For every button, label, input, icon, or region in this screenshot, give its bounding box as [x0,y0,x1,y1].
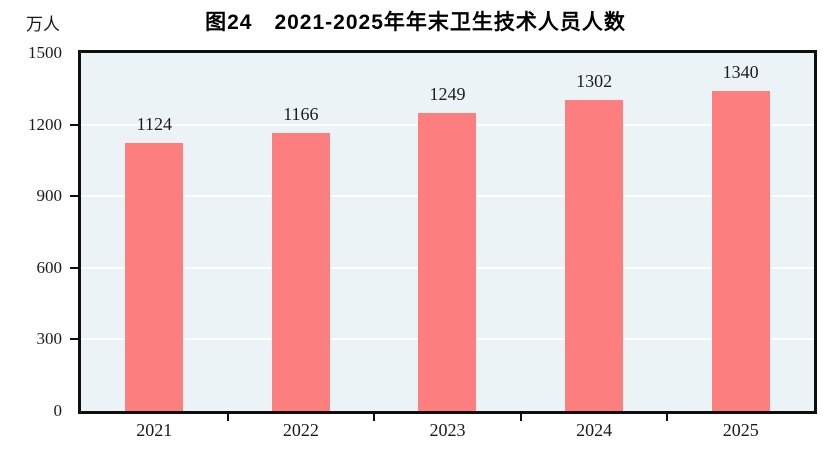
bar [271,133,330,411]
y-tick-label: 0 [53,401,63,420]
bar-slot: 1166 [228,53,375,411]
plot-area: 1124 1166 1249 1302 1340 [78,50,817,414]
y-tick-label: 300 [36,329,63,349]
y-tick-label: 900 [36,186,63,206]
bar-value-label: 1166 [283,104,319,124]
bars-row: 1124 1166 1249 1302 1340 [81,53,814,411]
bar-value-label: 1124 [136,114,172,134]
bar-value-label: 1249 [429,84,466,104]
bar-slot: 1124 [81,53,228,411]
chart-title: 图24 2021-2025年年末卫生技术人员人数 [205,11,626,34]
y-tick-mark [70,195,78,198]
bar [125,143,184,411]
bar-slot: 1302 [521,53,668,411]
x-axis-label: 2024 [576,420,613,440]
bar-value-label: 1340 [722,62,759,82]
x-tick-mark [519,414,522,421]
x-tick-mark [373,414,376,421]
y-tick-mark [70,123,78,126]
x-axis-label: 2021 [136,420,173,440]
y-tick-label: 1200 [28,114,62,134]
x-tick-mark [226,414,229,421]
bar-slot: 1249 [374,53,521,411]
bar [418,113,477,411]
y-axis-unit-label: 万人 [26,15,60,34]
bar [565,100,624,411]
bar-value-label: 1302 [576,71,613,91]
x-tick-mark [666,414,669,421]
bar-slot: 1340 [667,53,814,411]
y-tick-mark [70,266,78,269]
y-tick-label: 1500 [28,43,62,62]
x-axis-label: 2022 [282,420,319,440]
x-axis-label: 2025 [722,420,759,440]
x-axis-label: 2023 [429,420,466,440]
bar [711,91,770,411]
y-tick-mark [70,338,78,341]
y-tick-label: 600 [36,257,63,277]
